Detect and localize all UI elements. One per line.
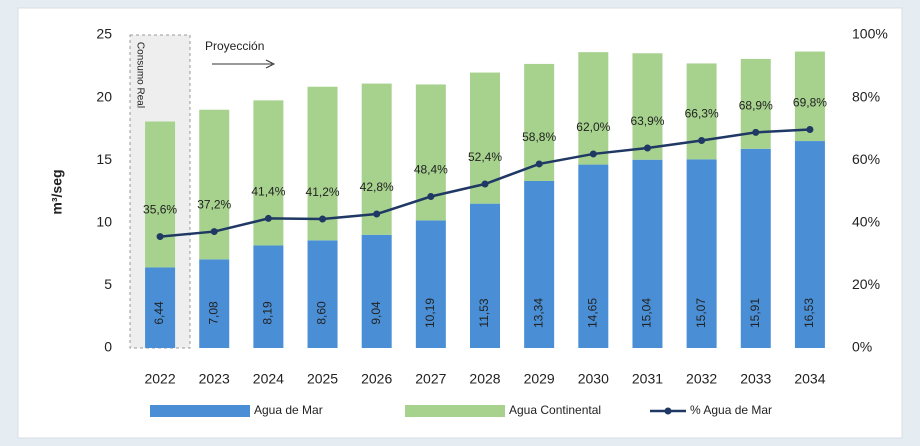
line-label: 68,9% [739, 99, 773, 113]
bar [307, 86, 338, 241]
legend-label: % Agua de Mar [690, 403, 772, 417]
point [481, 180, 489, 188]
line-label: 62,0% [576, 120, 610, 134]
line-label: 69,8% [793, 96, 827, 110]
line-label: 58,8% [522, 130, 556, 144]
annotation: Consumo Real [134, 42, 145, 108]
x-tick-label: 2029 [524, 371, 555, 387]
line-label: 35,6% [143, 203, 177, 217]
bar-label: 15,07 [694, 298, 708, 328]
arrow-head [265, 59, 276, 69]
point [535, 160, 543, 168]
point [156, 233, 164, 241]
bar [578, 52, 609, 165]
y2-tick-label: 40% [852, 214, 880, 230]
point [643, 144, 651, 152]
bar [253, 100, 284, 246]
legend-label: Agua Continental [509, 403, 601, 417]
point [264, 214, 272, 222]
legend-label: Agua de Mar [254, 403, 323, 417]
x-tick-label: 2023 [199, 371, 230, 387]
bar-label: 10,19 [423, 298, 437, 328]
x-tick-label: 2031 [632, 371, 663, 387]
bar [470, 203, 500, 348]
y-tick-label: 20 [96, 88, 112, 104]
x-tick-label: 2025 [307, 371, 338, 387]
point [373, 210, 381, 218]
bar-label: 9,04 [369, 301, 383, 325]
x-tick-label: 2030 [578, 371, 609, 387]
x-tick-label: 2024 [253, 371, 284, 387]
y2-tick-label: 100% [852, 26, 888, 42]
x-tick-label: 2033 [740, 371, 771, 387]
point [589, 150, 597, 158]
point [698, 136, 706, 144]
bar-label: 11,53 [477, 298, 491, 327]
y2-tick-label: 20% [852, 276, 880, 292]
bar [145, 121, 176, 268]
line-label: 37,2% [197, 198, 231, 212]
bar [145, 267, 176, 348]
x-tick-label: 2026 [361, 371, 392, 387]
bar [199, 259, 230, 348]
bar-label: 8,19 [261, 301, 275, 325]
bar [307, 240, 338, 348]
y-tick-label: 25 [96, 26, 112, 42]
bar-label: 13,34 [531, 298, 545, 328]
bar [524, 180, 555, 348]
bar [199, 109, 230, 260]
x-tick-label: 2032 [686, 371, 717, 387]
bar [686, 159, 717, 348]
y-axis-label: m³/seg [49, 169, 65, 214]
bar [578, 164, 609, 348]
line-label: 63,9% [630, 114, 664, 128]
y2-tick-label: 60% [852, 151, 880, 167]
bar-label: 14,65 [585, 298, 599, 328]
point [319, 215, 327, 223]
y-tick-label: 15 [96, 151, 112, 167]
bar-label: 8,60 [315, 301, 329, 325]
legend-swatch [405, 405, 505, 417]
x-tick-label: 2027 [415, 371, 446, 387]
y-tick-label: 0 [104, 339, 112, 355]
line-label: 41,2% [306, 185, 340, 199]
line-label: 52,4% [468, 150, 502, 164]
bar [794, 141, 825, 348]
x-tick-label: 2022 [144, 371, 175, 387]
bar [361, 234, 392, 348]
bar-label: 16,53 [802, 298, 816, 328]
bar-label: 6,44 [152, 301, 166, 325]
line-label: 42,8% [360, 180, 394, 194]
bar [253, 245, 284, 348]
y2-tick-label: 80% [852, 88, 880, 104]
legend-swatch [664, 407, 672, 415]
x-tick-label: 2028 [469, 371, 500, 387]
legend-swatch [150, 405, 250, 417]
bar-label: 7,08 [206, 301, 220, 325]
line-label: 41,4% [251, 185, 285, 199]
bar [632, 159, 663, 348]
point [427, 193, 435, 201]
line-label: 66,3% [685, 107, 719, 121]
x-tick-label: 2034 [794, 371, 825, 387]
bar-label: 15,04 [640, 298, 654, 328]
bar [740, 148, 771, 348]
point [806, 126, 814, 134]
point [752, 128, 760, 136]
y2-tick-label: 0% [852, 339, 872, 355]
point [210, 228, 218, 236]
line-label: 48,4% [414, 163, 448, 177]
y-tick-label: 5 [104, 276, 112, 292]
bar [632, 53, 663, 160]
y-tick-label: 10 [96, 214, 112, 230]
annotation: Proyección [205, 39, 264, 53]
bar [415, 220, 446, 348]
bar-label: 15,91 [748, 298, 762, 328]
